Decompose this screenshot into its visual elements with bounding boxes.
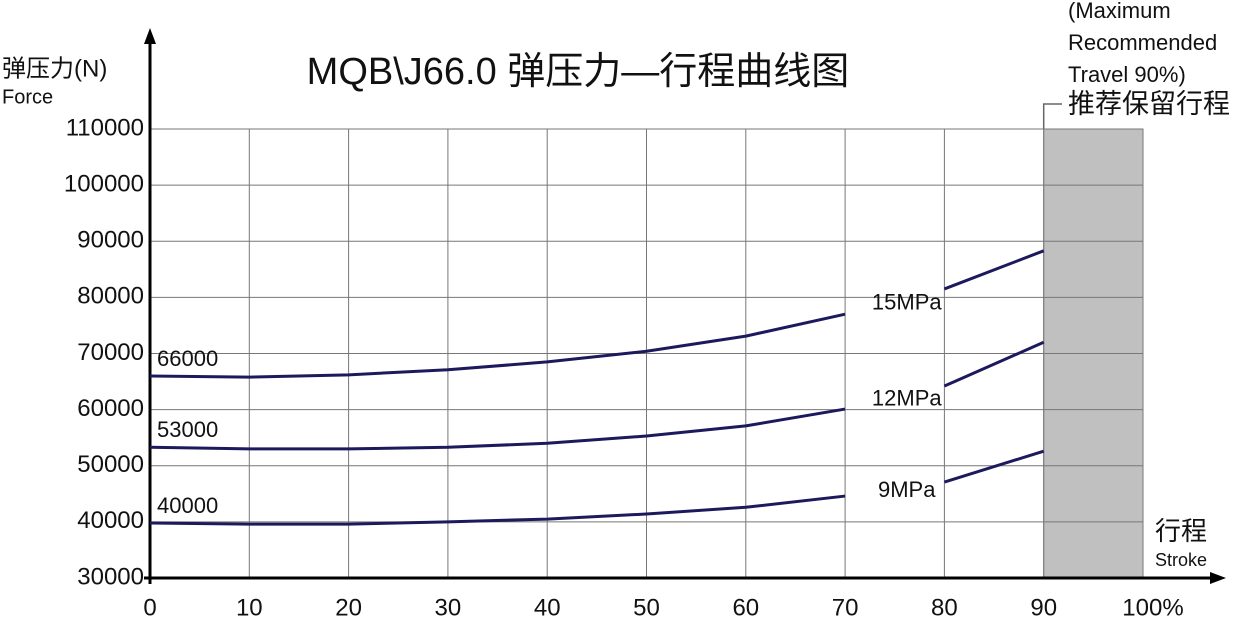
y-tick-label: 70000 [77,339,144,366]
annotation: 66000 [157,346,218,371]
y-tick-label: 90000 [77,227,144,254]
x-tick-label: 20 [335,594,362,621]
y-tick-label: 60000 [77,395,144,422]
recommended-label: Travel 90%) [1068,62,1186,87]
x-tick-label: 30 [435,594,462,621]
y-axis-label: 弹压力(N) [2,55,107,82]
y-tick-label: 80000 [77,283,144,310]
y-tick-label: 30000 [77,563,144,590]
x-tick-label: 50 [633,594,660,621]
series-line [149,340,1045,451]
x-tick-label: 90 [1030,594,1057,621]
x-tick-label: 80 [931,594,958,621]
y-tick-label: 110000 [66,114,144,141]
recommended-label: Recommended [1068,30,1217,55]
annotation: 53000 [157,417,218,442]
series-label: 9MPa [878,477,936,502]
series-line [149,449,1045,526]
x-tick-label: 70 [832,594,859,621]
x-arrow [1210,572,1226,584]
x-tick-label: 60 [732,594,759,621]
y-tick-label: 100000 [64,170,144,197]
y-tick-label: 50000 [77,451,144,478]
series-label: 12MPa [872,385,942,410]
y-axis-label-en: Force [2,86,53,108]
x-tick-label: 40 [534,594,561,621]
x-tick-label: 100% [1122,594,1183,621]
y-tick-label: 40000 [77,507,144,534]
chart-title: MQB\J66.0 弹压力—行程曲线图 [307,51,850,93]
annotation: 40000 [157,493,218,518]
recommended-label: 推荐保留行程 [1068,89,1230,119]
x-axis-label: 行程 [1155,516,1207,546]
x-axis-label-en: Stroke [1155,550,1207,570]
callout-line [1042,103,1062,129]
y-arrow [144,28,156,44]
series-label: 15MPa [872,289,942,314]
x-tick-label: 10 [236,594,263,621]
series-line [149,249,1045,379]
x-tick-label: 0 [143,594,156,621]
recommended-label: (Maximum [1068,0,1171,23]
